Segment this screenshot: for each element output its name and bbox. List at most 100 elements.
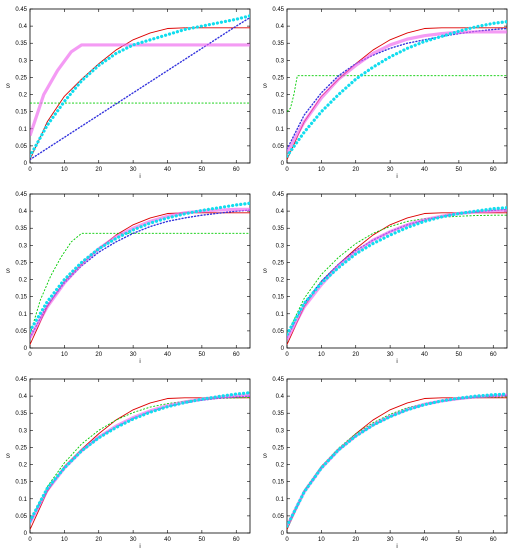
x-tick-label: 10 xyxy=(318,167,325,173)
y-tick-label: 0 xyxy=(281,346,285,352)
series-line-4 xyxy=(287,30,507,154)
y-tick-label: 0.1 xyxy=(19,312,28,318)
x-tick-label: 10 xyxy=(61,352,68,358)
plot-frame xyxy=(29,8,251,164)
y-tick-label: 0.3 xyxy=(19,428,28,434)
y-tick-label: 0.15 xyxy=(272,295,284,301)
x-tick-label: 60 xyxy=(490,167,497,173)
series-line-2 xyxy=(30,232,250,335)
series-line-4 xyxy=(287,208,507,341)
y-tick-label: 0.45 xyxy=(272,7,284,13)
y-tick-label: 0.45 xyxy=(15,377,27,383)
series-line-1 xyxy=(287,397,507,530)
x-tick-label: 40 xyxy=(164,167,171,173)
x-tick-label: 40 xyxy=(421,167,428,173)
x-tick-label: 50 xyxy=(456,537,463,543)
y-tick-label: 0.2 xyxy=(276,463,285,469)
y-tick-label: 0.25 xyxy=(272,75,284,81)
y-tick-label: 0.05 xyxy=(272,329,284,335)
x-tick-label: 50 xyxy=(199,352,206,358)
x-tick-label: 30 xyxy=(387,537,394,543)
x-tick-label: 20 xyxy=(95,352,102,358)
y-tick-label: 0.4 xyxy=(276,209,285,215)
y-tick-label: 0.05 xyxy=(272,514,284,520)
x-tick-label: 20 xyxy=(95,167,102,173)
chart-panel-6: 0 0.05 0.1 0.15 0.2 0.25 0.3 0.35 0.4 0.45 0 10 20 30… xyxy=(263,377,508,550)
series-line-2 xyxy=(287,75,507,112)
chart-panel-4: 0 0.05 0.1 0.15 0.2 0.25 0.3 0.35 0.4 0.45 0 10 20 30… xyxy=(263,192,508,365)
x-tick-label: 60 xyxy=(490,352,497,358)
x-axis-label: i xyxy=(139,544,140,550)
series-line-3 xyxy=(30,16,250,161)
series-line-5 xyxy=(287,392,507,528)
series-line-4 xyxy=(30,43,250,137)
y-tick-label: 0.35 xyxy=(272,411,284,417)
chart-panel-2: 0 0.05 0.1 0.15 0.2 0.25 0.3 0.35 0.4 0.45 0 10 20 30… xyxy=(263,7,508,180)
y-tick-label: 0.05 xyxy=(272,144,284,150)
plot-frame xyxy=(286,378,508,534)
y-tick-label: 0.25 xyxy=(15,260,27,266)
series-line-4 xyxy=(287,393,507,527)
x-tick-label: 20 xyxy=(352,352,359,358)
y-axis-label: S xyxy=(263,454,267,460)
y-tick-label: 0.35 xyxy=(272,41,284,47)
x-tick-label: 0 xyxy=(285,352,289,358)
y-tick-label: 0.2 xyxy=(19,93,28,99)
y-tick-label: 0.25 xyxy=(15,75,27,81)
series-line-1 xyxy=(287,212,507,345)
y-tick-label: 0.45 xyxy=(272,192,284,198)
x-tick-label: 50 xyxy=(199,537,206,543)
x-tick-label: 30 xyxy=(387,167,394,173)
x-tick-label: 60 xyxy=(490,537,497,543)
y-tick-label: 0 xyxy=(24,531,28,537)
y-tick-label: 0.35 xyxy=(15,226,27,232)
x-tick-label: 0 xyxy=(28,352,32,358)
x-tick-label: 10 xyxy=(318,537,325,543)
x-tick-label: 0 xyxy=(28,537,32,543)
y-tick-label: 0.15 xyxy=(272,110,284,116)
x-axis-label: i xyxy=(396,359,397,365)
y-tick-label: 0.2 xyxy=(276,278,285,284)
y-tick-label: 0.3 xyxy=(276,243,285,249)
y-tick-label: 0.4 xyxy=(276,24,285,30)
x-tick-label: 0 xyxy=(285,167,289,173)
y-tick-label: 0.3 xyxy=(276,58,285,64)
x-tick-label: 20 xyxy=(352,537,359,543)
y-tick-label: 0 xyxy=(24,346,28,352)
y-axis-label: S xyxy=(6,454,10,460)
x-tick-label: 10 xyxy=(61,167,68,173)
x-tick-label: 40 xyxy=(421,537,428,543)
plot-frame xyxy=(29,193,251,349)
x-tick-label: 30 xyxy=(130,352,137,358)
y-tick-label: 0.1 xyxy=(276,497,285,503)
x-tick-label: 30 xyxy=(130,537,137,543)
y-tick-label: 0.15 xyxy=(15,295,27,301)
x-tick-label: 60 xyxy=(233,537,240,543)
y-tick-label: 0.4 xyxy=(19,209,28,215)
x-tick-label: 50 xyxy=(456,167,463,173)
y-tick-label: 0.3 xyxy=(19,58,28,64)
plot-frame xyxy=(286,193,508,349)
series-line-4 xyxy=(30,393,250,524)
series-line-4 xyxy=(30,207,250,339)
series-line-5 xyxy=(30,14,250,158)
series-line-5 xyxy=(30,201,250,333)
y-tick-label: 0.45 xyxy=(15,7,27,13)
x-tick-label: 0 xyxy=(28,167,32,173)
y-tick-label: 0.15 xyxy=(15,110,27,116)
x-tick-label: 0 xyxy=(285,537,289,543)
y-axis-label: S xyxy=(6,84,10,90)
series-line-2 xyxy=(287,214,507,335)
series-line-3 xyxy=(287,27,507,151)
y-tick-label: 0.3 xyxy=(276,428,285,434)
y-tick-label: 0.45 xyxy=(272,377,284,383)
series-line-1 xyxy=(30,212,250,345)
plot-frame xyxy=(29,378,251,534)
x-tick-label: 60 xyxy=(233,352,240,358)
x-tick-label: 10 xyxy=(61,537,68,543)
chart-panel-1: 0 0.05 0.1 0.15 0.2 0.25 0.3 0.35 0.4 0.45 0 10 20 30… xyxy=(6,7,251,180)
y-tick-label: 0.05 xyxy=(15,329,27,335)
y-tick-label: 0.15 xyxy=(15,480,27,486)
y-tick-label: 0.45 xyxy=(15,192,27,198)
y-tick-label: 0.4 xyxy=(19,394,28,400)
